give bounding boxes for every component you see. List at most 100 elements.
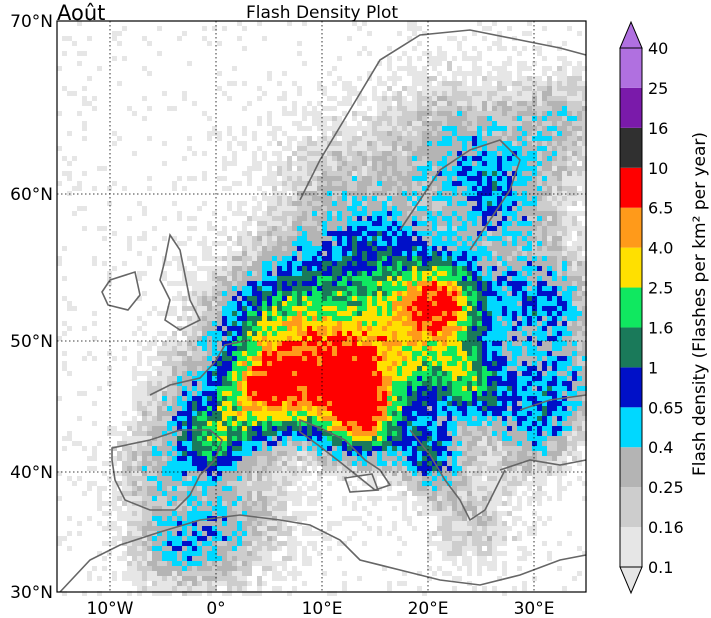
density-cell [202, 241, 207, 246]
density-cell [137, 581, 142, 586]
density-cell [202, 286, 207, 291]
density-cell [247, 286, 252, 291]
density-cell [317, 81, 322, 86]
density-cell [252, 131, 257, 136]
density-cell [417, 351, 422, 356]
density-cell [352, 351, 357, 356]
density-cell [232, 521, 237, 526]
density-cell [357, 211, 362, 216]
density-cell [207, 351, 212, 356]
density-cell [337, 131, 342, 136]
density-cell [297, 271, 302, 276]
density-cell [237, 531, 242, 536]
density-cell [377, 271, 382, 276]
density-cell [122, 466, 127, 471]
density-cell [367, 311, 372, 316]
density-cell [357, 336, 362, 341]
density-cell [312, 531, 317, 536]
density-cell [362, 131, 367, 136]
density-cell [192, 431, 197, 436]
density-cell [322, 191, 327, 196]
density-cell [317, 421, 322, 426]
density-cell [407, 186, 412, 191]
density-cell [297, 451, 302, 456]
density-cell [392, 81, 397, 86]
density-cell [402, 401, 407, 406]
density-cell [72, 41, 77, 46]
density-cell [197, 336, 202, 341]
density-cell [147, 441, 152, 446]
density-cell [172, 336, 177, 341]
density-cell [427, 356, 432, 361]
density-cell [327, 421, 332, 426]
density-cell [137, 351, 142, 356]
density-cell [317, 101, 322, 106]
density-cell [412, 281, 417, 286]
density-cell [387, 456, 392, 461]
density-cell [327, 521, 332, 526]
density-cell [367, 121, 372, 126]
density-cell [297, 316, 302, 321]
density-cell [357, 221, 362, 226]
density-cell [412, 306, 417, 311]
density-cell [362, 141, 367, 146]
density-cell [192, 551, 197, 556]
density-cell [247, 466, 252, 471]
density-cell [297, 416, 302, 421]
density-cell [432, 76, 437, 81]
density-cell [347, 351, 352, 356]
density-cell [142, 546, 147, 551]
density-cell [62, 246, 67, 251]
density-cell [212, 291, 217, 296]
density-cell [257, 551, 262, 556]
density-cell [307, 281, 312, 286]
density-cell [347, 206, 352, 211]
density-cell [147, 356, 152, 361]
density-cell [232, 156, 237, 161]
density-cell [292, 461, 297, 466]
density-cell [177, 366, 182, 371]
density-cell [242, 486, 247, 491]
density-cell [312, 246, 317, 251]
density-cell [277, 291, 282, 296]
density-cell [367, 321, 372, 326]
density-cell [252, 561, 257, 566]
density-cell [292, 271, 297, 276]
density-cell [337, 56, 342, 61]
density-cell [197, 436, 202, 441]
density-cell [417, 196, 422, 201]
density-cell [327, 391, 332, 396]
density-cell [232, 251, 237, 256]
density-cell [422, 226, 427, 231]
density-cell [417, 41, 422, 46]
density-cell [202, 511, 207, 516]
density-cell [132, 416, 137, 421]
density-cell [422, 406, 427, 411]
density-cell [262, 451, 267, 456]
density-cell [417, 291, 422, 296]
density-cell [197, 461, 202, 466]
density-cell [247, 326, 252, 331]
density-cell [287, 301, 292, 306]
density-cell [262, 531, 267, 536]
density-cell [257, 316, 262, 321]
density-cell [397, 181, 402, 186]
density-cell [362, 351, 367, 356]
density-cell [322, 371, 327, 376]
density-cell [162, 541, 167, 546]
density-cell [132, 386, 137, 391]
density-cell [147, 416, 152, 421]
density-cell [82, 206, 87, 211]
density-cell [267, 481, 272, 486]
density-cell [322, 396, 327, 401]
density-cell [257, 516, 262, 521]
density-cell [292, 516, 297, 521]
density-cell [242, 391, 247, 396]
density-cell [222, 496, 227, 501]
density-cell [287, 211, 292, 216]
density-cell [272, 301, 277, 306]
density-cell [237, 381, 242, 386]
density-cell [397, 266, 402, 271]
density-cell [312, 386, 317, 391]
density-cell [367, 316, 372, 321]
